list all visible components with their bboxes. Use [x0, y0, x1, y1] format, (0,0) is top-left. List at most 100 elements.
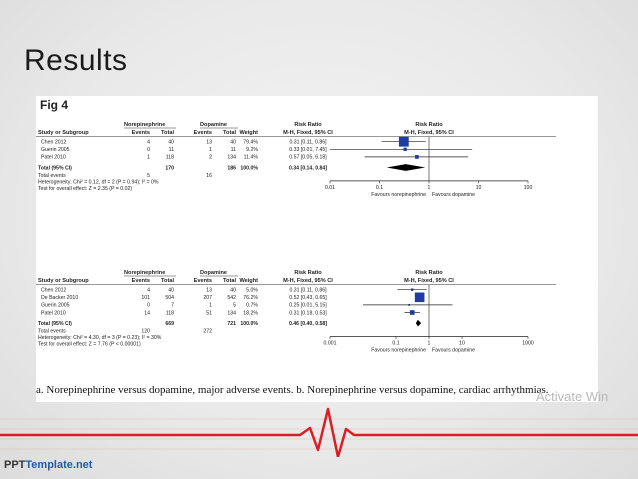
total-ci-text: 0.34 [0.14, 0.84] — [289, 165, 327, 171]
header-rr: Risk Ratio — [294, 122, 322, 128]
total-diamond — [415, 319, 422, 327]
favours-left-label: Favours norepinephrine — [371, 348, 426, 354]
forest-plot-a: Norepinephrine Dopamine Risk Ratio Risk Rat… — [36, 122, 556, 198]
study-total-1: 118 — [166, 310, 174, 316]
study-weight: 9.2% — [246, 147, 258, 153]
total-total-2: 721 — [227, 321, 236, 327]
study-name: Guerin 2005 — [41, 147, 70, 153]
study-events-1: 0 — [147, 303, 150, 309]
total-events-1: 120 — [141, 329, 150, 335]
total-total-2: 186 — [227, 165, 236, 171]
x-axis-tick-label: 0.1 — [392, 341, 399, 347]
total-weight: 100.0% — [240, 321, 258, 327]
total-diamond — [386, 164, 426, 171]
overall-effect-text: Test for overall effect: Z = 7.76 (P < 0… — [38, 342, 141, 348]
ecg-line-decoration — [0, 407, 638, 457]
study-ci-text: 0.52 [0.43, 0.65] — [289, 295, 327, 301]
study-total-1: 40 — [168, 140, 174, 146]
study-marker — [398, 136, 409, 147]
favours-right-label: Favours dopamine — [432, 348, 475, 354]
study-total-1: 118 — [166, 155, 174, 161]
study-weight: 18.2% — [243, 310, 258, 316]
study-row: Patel 2010 1 118 2 134 11.4% 0.57 [0.05, 6.18] — [41, 155, 469, 161]
study-events-1: 101 — [141, 295, 150, 301]
study-events-2: 207 — [203, 295, 212, 301]
study-name: Patel 2010 — [41, 310, 66, 316]
total-events-2: 272 — [203, 329, 212, 335]
study-total-1: 504 — [165, 295, 174, 301]
x-axis-tick-label: 1 — [428, 341, 431, 347]
study-marker — [408, 304, 411, 306]
study-total-1: 7 — [171, 303, 174, 309]
study-marker — [410, 288, 414, 291]
heterogeneity-text: Heterogeneity: Chi² = 4.30, df = 3 (P = … — [38, 335, 162, 341]
brand-logo: PPTTemplate.net — [4, 459, 92, 471]
header-events-2: Events — [194, 278, 212, 284]
study-marker — [409, 310, 415, 315]
study-ci-text: 0.25 [0.01, 5.15] — [289, 303, 327, 309]
study-events-2: 51 — [206, 310, 212, 316]
study-events-2: 13 — [206, 140, 212, 146]
study-ci-text: 0.31 [0.11, 0.86] — [289, 288, 327, 294]
brand-text-1: PPT — [4, 459, 26, 471]
study-name: Guerin 2005 — [41, 303, 70, 309]
study-total-2: 134 — [227, 310, 236, 316]
study-events-1: 14 — [144, 310, 150, 316]
total-weight: 100.0% — [240, 165, 258, 171]
study-row: De Backer 2010 101 504 207 542 76.2% 0.52 [0.4… — [41, 292, 425, 303]
favours-right-label: Favours dopamine — [432, 192, 475, 198]
header-rr-plot: Risk Ratio — [415, 122, 443, 128]
study-weight: 5.0% — [246, 288, 258, 294]
x-axis-tick-label: 100 — [524, 185, 533, 191]
x-axis-tick-label: 1 — [428, 185, 431, 191]
x-axis-tick-label: 1000 — [522, 341, 534, 347]
study-total-2: 5 — [233, 303, 236, 309]
study-weight: 76.2% — [243, 295, 258, 301]
activation-watermark: Activate Win — [536, 389, 609, 404]
header-study: Study or Subgroup — [38, 278, 89, 284]
header-weight: Weight — [239, 278, 258, 284]
study-weight: 11.4% — [244, 155, 259, 161]
study-ci-text: 0.57 [0.05, 6.18] — [289, 155, 327, 161]
header-rr-method-plot: M-H, Fixed, 95% CI — [404, 278, 454, 284]
total-events-label: Total events — [38, 329, 66, 335]
study-ci-text: 0.31 [0.18, 0.53] — [289, 310, 327, 316]
header-events-2: Events — [194, 130, 212, 136]
study-events-1: 1 — [147, 155, 150, 161]
total-events-label: Total events — [38, 173, 66, 179]
header-total-2: Total — [223, 130, 236, 136]
study-total-2: 40 — [230, 288, 236, 294]
header-events-1: Events — [132, 278, 150, 284]
total-label: Total (95% CI) — [38, 165, 72, 171]
header-events-1: Events — [132, 130, 150, 136]
study-weight: 79.4% — [243, 140, 258, 146]
study-events-1: 0 — [147, 147, 150, 153]
header-rr: Risk Ratio — [294, 270, 322, 276]
study-events-2: 1 — [209, 147, 212, 153]
total-events-1: 5 — [147, 173, 150, 179]
study-total-1: 11 — [169, 147, 174, 153]
header-total-2: Total — [223, 278, 236, 284]
study-events-1: 4 — [147, 140, 150, 146]
study-events-2: 2 — [209, 155, 212, 161]
study-marker — [403, 147, 407, 151]
header-rr-method-plot: M-H, Fixed, 95% CI — [404, 130, 454, 136]
study-row: Patel 2010 14 118 51 134 18.2% 0.31 [0.18, 0.5… — [41, 310, 420, 316]
x-axis-tick-label: 0.001 — [324, 341, 337, 347]
header-group2: Dopamine — [200, 270, 227, 276]
figure-label: Fig 4 — [40, 98, 69, 112]
x-axis-tick-label: 0.01 — [325, 185, 335, 191]
header-weight: Weight — [239, 130, 258, 136]
study-total-2: 40 — [230, 140, 236, 146]
study-total-2: 134 — [227, 155, 236, 161]
study-weight: 0.7% — [246, 303, 258, 309]
heterogeneity-text: Heterogeneity: Chi² = 0.12, df = 2 (P = … — [38, 180, 159, 186]
forest-table: Norepinephrine Dopamine Risk Ratio Risk Rat… — [36, 270, 556, 354]
study-name: Chen 2012 — [41, 140, 66, 146]
header-rr-method: M-H, Fixed, 95% CI — [283, 130, 333, 136]
study-row: Guerin 2005 0 7 1 5 0.7% 0.25 [0.01, 5.15] — [41, 303, 453, 309]
study-total-2: 11 — [231, 147, 236, 153]
study-name: Patel 2010 — [41, 155, 66, 161]
favours-left-label: Favours norepinephrine — [371, 192, 426, 198]
brand-text-2: Template.net — [25, 459, 93, 471]
